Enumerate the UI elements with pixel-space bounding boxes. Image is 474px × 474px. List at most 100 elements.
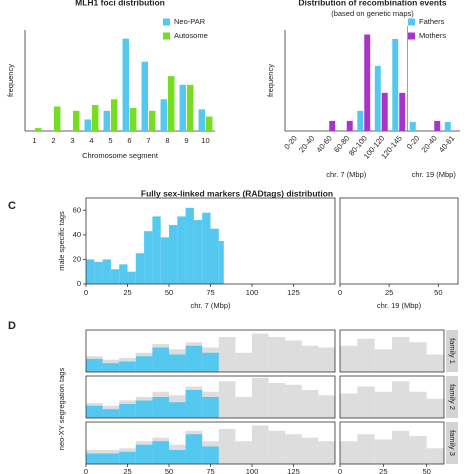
- bar: [102, 259, 111, 284]
- chart-title: MLH1 foci distribution: [75, 0, 165, 7]
- plot-frame: [339, 329, 445, 373]
- x-tick-label: 25: [379, 467, 387, 474]
- facet-label: family 2: [448, 384, 457, 410]
- x-tick-label: 20-40: [420, 134, 439, 154]
- background-bar: [301, 390, 319, 418]
- bar: [119, 451, 136, 464]
- bar: [202, 446, 219, 464]
- bar: [86, 405, 103, 418]
- chart-subtitle: (based on genetic maps): [331, 9, 414, 18]
- bar: [202, 397, 219, 418]
- x-tick-label: 3: [70, 136, 74, 145]
- bar: [409, 122, 416, 131]
- panel-label: D: [8, 320, 16, 332]
- bar: [152, 216, 161, 284]
- bar: [149, 110, 156, 131]
- background-bar: [235, 352, 252, 372]
- bar: [346, 120, 353, 131]
- y-tick-label: 60: [73, 205, 81, 214]
- background-bar: [340, 393, 358, 418]
- bar: [110, 269, 120, 284]
- bar: [444, 122, 451, 131]
- bar: [103, 110, 110, 131]
- bar: [169, 450, 186, 464]
- x-tick-label: 50: [434, 288, 442, 297]
- bar: [135, 444, 153, 464]
- x-tick-label: 50: [165, 288, 173, 297]
- bar: [168, 76, 175, 131]
- bar: [92, 105, 99, 131]
- x-tick-label: 2: [51, 136, 55, 145]
- bar: [119, 361, 136, 372]
- bar: [102, 363, 120, 372]
- bar: [357, 110, 364, 131]
- bar: [206, 116, 213, 131]
- plot-frame: [339, 375, 445, 419]
- bar: [187, 84, 194, 131]
- background-bar: [285, 434, 302, 464]
- background-bar: [426, 354, 444, 372]
- y-tick-label: 40: [73, 230, 81, 239]
- x-tick-label: 25: [123, 467, 131, 474]
- background-bar: [392, 337, 410, 372]
- x-tick-label: 0: [84, 467, 88, 474]
- facet-tab: [446, 330, 458, 372]
- background-bar: [218, 337, 236, 372]
- x-tick-label: 7: [146, 136, 150, 145]
- x-tick-label: 0: [338, 288, 342, 297]
- x-axis-label: chr. 19 (Mbp): [377, 301, 422, 310]
- bar: [374, 65, 381, 131]
- bar: [392, 38, 399, 131]
- section-title: Fully sex-linked markers (RADtags) distr…: [141, 188, 333, 198]
- background-bar: [392, 381, 410, 418]
- background-bar: [268, 337, 286, 372]
- legend-label: Autosome: [174, 31, 208, 40]
- x-tick-label: 5: [108, 136, 112, 145]
- bar: [141, 61, 148, 131]
- x-tick-label: 0: [338, 467, 342, 474]
- background-bar: [218, 429, 236, 464]
- bar: [399, 92, 406, 131]
- background-bar: [268, 430, 286, 464]
- background-bar: [426, 448, 444, 464]
- background-bar: [318, 441, 335, 464]
- bar: [127, 271, 136, 284]
- bar: [135, 356, 153, 372]
- bar: [119, 404, 136, 418]
- background-bar: [218, 381, 236, 418]
- y-axis-label: male specific tags: [57, 211, 66, 271]
- background-bar: [318, 347, 335, 372]
- bar: [111, 99, 118, 131]
- legend-label: Mothers: [419, 31, 446, 40]
- bar: [130, 107, 137, 131]
- bar: [193, 220, 203, 284]
- facet-label: family 3: [448, 430, 457, 456]
- bar: [185, 434, 203, 464]
- bar: [54, 106, 61, 131]
- legend-label: Neo-PAR: [174, 17, 206, 26]
- background-bar: [340, 441, 358, 464]
- background-bar: [357, 434, 375, 464]
- facet-label: family 1: [448, 338, 457, 364]
- background-bar: [318, 395, 335, 418]
- bar: [94, 261, 103, 284]
- x-axis-label: Chromosome segment: [82, 151, 159, 160]
- y-tick-label: 0: [77, 279, 81, 288]
- bar: [152, 441, 169, 464]
- background-bar: [252, 425, 269, 464]
- x-tick-label: 10: [201, 136, 209, 145]
- y-tick-label: 20: [73, 254, 81, 263]
- x-tick-label: 0: [84, 288, 88, 297]
- bar: [152, 397, 169, 418]
- bar: [364, 34, 371, 131]
- bar: [84, 119, 91, 131]
- bar: [185, 345, 203, 372]
- bar: [160, 237, 169, 284]
- bar: [35, 128, 42, 131]
- bar: [202, 212, 211, 284]
- background-bar: [409, 391, 427, 418]
- x-tick-label: 9: [184, 136, 188, 145]
- x-group-label: chr. 7 (Mbp): [326, 170, 367, 179]
- bar: [152, 347, 169, 372]
- bar: [86, 453, 103, 464]
